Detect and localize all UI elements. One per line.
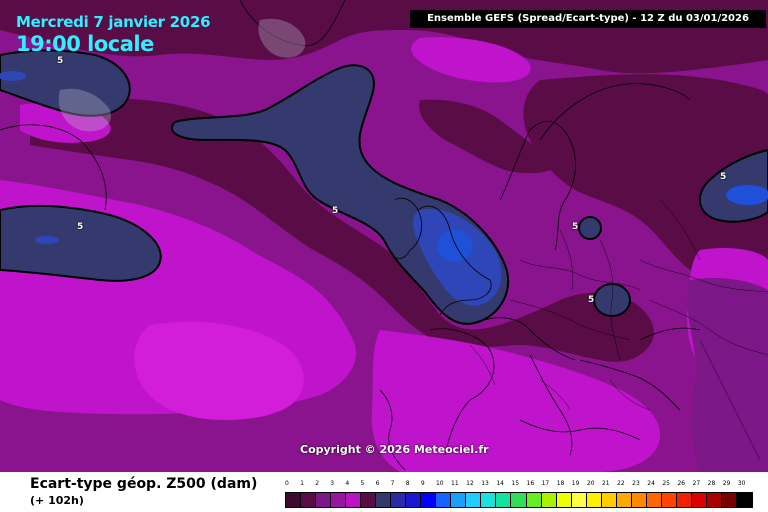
scale-tick-label: 4 (345, 480, 350, 487)
scale-swatches (285, 492, 753, 508)
spread-low-baltic (578, 216, 602, 240)
color-scale: 0 1 2 3 4 5 6 7 8 9 10 11 12 13 14 15 16 17 18 19 20 21 22 23 24… (285, 480, 753, 508)
scale-tick-label: 6 (375, 480, 380, 487)
scale-swatch (421, 493, 437, 507)
scale-swatch (406, 493, 422, 507)
scale-tick-label: 18 (556, 480, 565, 487)
scale-swatch (556, 493, 572, 507)
scale-swatch (391, 493, 407, 507)
scale-tick-label: 23 (632, 480, 640, 487)
scale-tick-label: 1 (300, 480, 304, 487)
scale-swatch (436, 493, 452, 507)
scale-tick-label: 9 (420, 480, 425, 487)
scale-swatch (451, 493, 467, 507)
spread-core-east (726, 185, 768, 205)
scale-tick-label: 16 (526, 480, 535, 487)
spread-band-light-arctic (411, 37, 531, 83)
scale-tick-label: 20 (586, 480, 595, 487)
scale-tick-label: 3 (330, 480, 335, 487)
scale-swatch (646, 493, 662, 507)
scale-swatch (586, 493, 602, 507)
scale-swatch (661, 493, 677, 507)
scale-swatch (601, 493, 617, 507)
scale-tick-label: 5 (360, 480, 365, 487)
legend-title: Ecart-type géop. Z500 (dam) (30, 476, 258, 492)
scale-tick-label: 10 (435, 480, 444, 487)
scale-swatch (466, 493, 482, 507)
contour-label: 5 (588, 295, 595, 305)
spread-low-atlantic-west (0, 204, 162, 282)
scale-tick-label: 17 (541, 480, 550, 487)
spread-low-uk (170, 64, 510, 325)
spread-band-light-med (371, 330, 660, 472)
scale-swatch (376, 493, 392, 507)
scale-swatch (361, 493, 377, 507)
contour-label: 5 (57, 56, 64, 66)
scale-swatch (631, 493, 647, 507)
scale-swatch (316, 493, 332, 507)
spread-core-uk (437, 230, 473, 262)
spread-core-atlantic-west (35, 236, 59, 244)
spread-core-greenland (0, 71, 26, 81)
scale-tick-label: 13 (481, 480, 489, 487)
spread-low-greenland (0, 49, 131, 117)
scale-tick-label: 26 (677, 480, 686, 487)
scale-tick-label: 21 (601, 480, 610, 487)
scale-swatch (616, 493, 632, 507)
scale-swatch (286, 493, 302, 507)
scale-swatch (571, 493, 587, 507)
spread-band-low-east (523, 74, 768, 300)
scale-tick-label: 28 (707, 480, 716, 487)
forecast-date: Mercredi 7 janvier 2026 (16, 13, 211, 31)
greenland-ice (58, 18, 306, 132)
spread-band-low-central (30, 98, 654, 362)
scale-swatch (331, 493, 347, 507)
scale-tick-label: 22 (617, 480, 625, 487)
scale-tick-label: 7 (390, 480, 395, 487)
scale-swatch (676, 493, 692, 507)
scale-swatch (706, 493, 722, 507)
scale-tick-label: 15 (511, 480, 520, 487)
scale-tick-label: 27 (692, 480, 701, 487)
scale-swatch (481, 493, 497, 507)
scale-tick-label: 24 (647, 480, 655, 487)
scale-tick-label: 25 (662, 480, 670, 487)
scale-tick-label: 0 (285, 480, 289, 487)
contour-label: 5 (77, 222, 84, 232)
local-time: 19:00 locale (16, 32, 154, 56)
spread-map: 5 5 5 5 5 5 5 (0, 0, 768, 472)
scale-swatch (721, 493, 737, 507)
coastlines (0, 0, 701, 471)
contour-label: 5 (720, 172, 727, 182)
scale-swatch (496, 493, 512, 507)
map-canvas (0, 0, 768, 472)
scale-swatch (511, 493, 527, 507)
scale-tick-label: 19 (571, 480, 580, 487)
scale-swatch (691, 493, 707, 507)
contour-label: 5 (332, 206, 339, 216)
scale-tick-label: 8 (405, 480, 410, 487)
country-borders (469, 199, 768, 461)
legend-subtitle: (+ 102h) (30, 494, 84, 507)
scale-swatch (736, 493, 752, 507)
spread-band-mid-far-east (687, 278, 768, 472)
scale-tick-label: 11 (451, 480, 459, 487)
scale-swatch (346, 493, 362, 507)
copyright: Copyright © 2026 Meteociel.fr (300, 443, 489, 456)
spread-band-low-ne (419, 99, 560, 174)
scale-tick-label: 14 (496, 480, 504, 487)
ensemble-banner: Ensemble GEFS (Spread/Ecart-type) - 12 Z… (410, 10, 766, 28)
spread-band-light-south (134, 321, 304, 420)
contour-label: 5 (572, 222, 579, 232)
scale-swatch (526, 493, 542, 507)
scale-tick-label: 29 (722, 480, 731, 487)
scale-tick-label: 2 (315, 480, 320, 487)
scale-swatch (301, 493, 317, 507)
scale-tick-label: 12 (466, 480, 474, 487)
scale-swatch (541, 493, 557, 507)
scale-tick-label: 30 (737, 480, 746, 487)
scale-ticks: 0 1 2 3 4 5 6 7 8 9 10 11 12 13 14 15 16 17 18 19 20 21 22 23 24… (285, 480, 753, 490)
